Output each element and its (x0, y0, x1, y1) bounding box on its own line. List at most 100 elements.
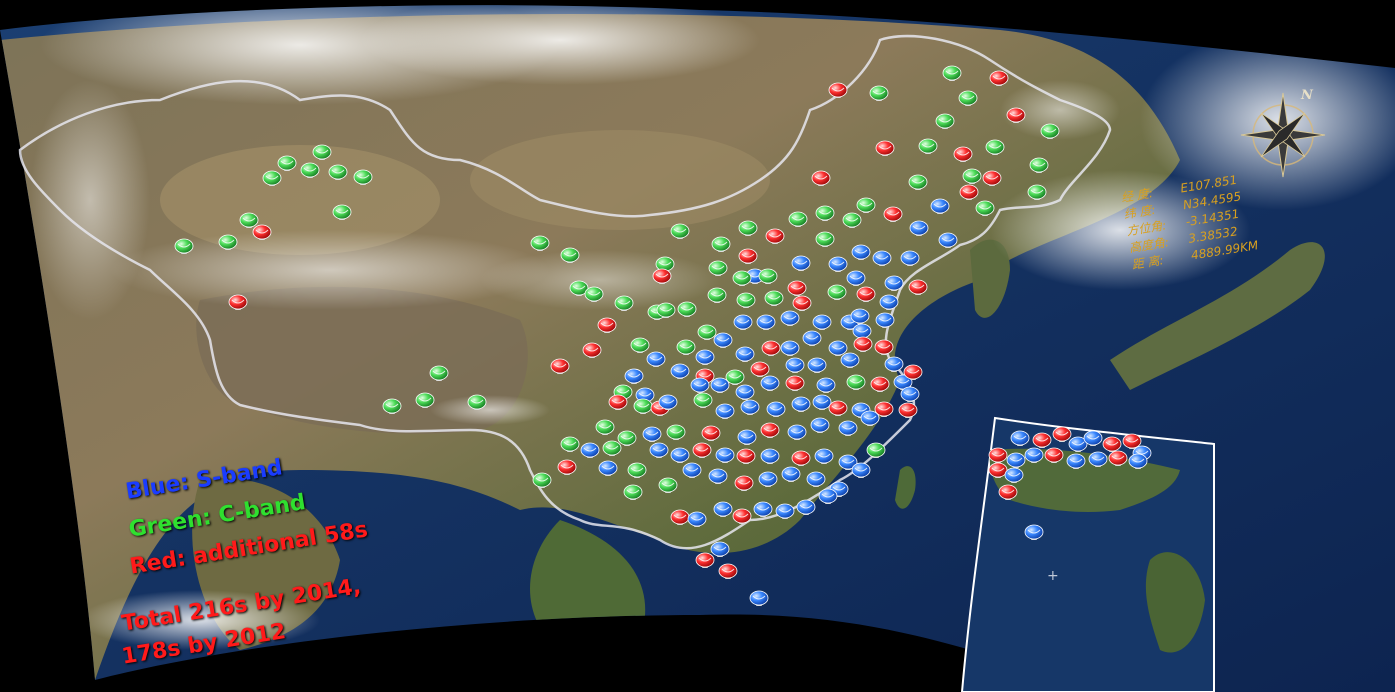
radar-dish-icon (697, 324, 717, 340)
radar-dish-icon (300, 162, 320, 178)
radar-dish-icon (874, 339, 894, 355)
radar-dish-icon (734, 475, 754, 491)
radar-dish-icon (252, 224, 272, 240)
radar-dish-icon (1040, 123, 1060, 139)
radar-dish-icon (707, 287, 727, 303)
radar-dish-icon (791, 396, 811, 412)
radar-dish-icon (938, 232, 958, 248)
radar-dish-icon (750, 361, 770, 377)
radar-dish-icon (262, 170, 282, 186)
radar-dish-icon (806, 471, 826, 487)
radar-dish-icon (713, 501, 733, 517)
china-border (18, 34, 1112, 550)
radar-dish-icon (677, 301, 697, 317)
radar-dish-icon (735, 384, 755, 400)
radar-dish-icon (850, 308, 870, 324)
radar-dish-icon (842, 212, 862, 228)
radar-dish-icon (988, 462, 1008, 478)
radar-dish-icon (930, 198, 950, 214)
radar-dish-icon (687, 511, 707, 527)
radar-dish-icon (736, 292, 756, 308)
radar-dish-icon (715, 403, 735, 419)
radar-sites (174, 65, 1152, 606)
radar-dish-icon (658, 477, 678, 493)
radar-dish-icon (710, 377, 730, 393)
radar-dish-icon (725, 369, 745, 385)
radar-dish-icon (838, 420, 858, 436)
radar-dish-icon (617, 430, 637, 446)
radar-dish-icon (953, 146, 973, 162)
radar-dish-icon (560, 436, 580, 452)
radar-dish-icon (866, 442, 886, 458)
radar-dish-icon (766, 401, 786, 417)
radar-dish-icon (649, 442, 669, 458)
radar-dish-icon (708, 468, 728, 484)
radar-dish-icon (900, 386, 920, 402)
radar-dish-icon (846, 374, 866, 390)
radar-dish-icon (828, 340, 848, 356)
radar-dish-icon (787, 424, 807, 440)
radar-dish-icon (560, 247, 580, 263)
radar-dish-icon (875, 140, 895, 156)
radar-dish-icon (758, 268, 778, 284)
radar-dish-icon (959, 184, 979, 200)
radar-dish-icon (710, 541, 730, 557)
radar-dish-icon (788, 211, 808, 227)
radar-dish-icon (802, 330, 822, 346)
radar-dish-icon (467, 394, 487, 410)
radar-dish-icon (277, 155, 297, 171)
radar-dish-icon (1068, 436, 1088, 452)
radar-dish-icon (828, 82, 848, 98)
radar-dish-icon (958, 90, 978, 106)
radar-dish-icon (1128, 453, 1148, 469)
radar-dish-icon (856, 197, 876, 213)
radar-dish-icon (879, 294, 899, 310)
radar-dish-icon (838, 454, 858, 470)
radar-dish-icon (840, 352, 860, 368)
radar-dish-icon (595, 419, 615, 435)
radar-dish-icon (787, 280, 807, 296)
radar-dish-icon (1044, 447, 1064, 463)
radar-dish-icon (690, 377, 710, 393)
radar-dish-icon (328, 164, 348, 180)
radar-dish-icon (828, 256, 848, 272)
radar-dish-icon (614, 295, 634, 311)
radar-dish-icon (761, 340, 781, 356)
radar-dish-icon (602, 440, 622, 456)
radar-dish-icon (584, 286, 604, 302)
radar-dish-icon (884, 275, 904, 291)
radar-dish-icon (218, 234, 238, 250)
radar-dish-icon (1027, 184, 1047, 200)
radar-dish-icon (749, 590, 769, 606)
radar-dish-icon (811, 170, 831, 186)
radar-dish-icon (623, 484, 643, 500)
radar-dish-icon (732, 508, 752, 524)
radar-dish-icon (332, 204, 352, 220)
radar-dish-icon (693, 392, 713, 408)
radar-dish-icon (760, 448, 780, 464)
compass-rose-icon: N (1240, 88, 1326, 178)
radar-dish-icon (692, 442, 712, 458)
radar-dish-icon (718, 563, 738, 579)
radar-dish-icon (780, 310, 800, 326)
radar-dish-icon (903, 364, 923, 380)
radar-dish-icon (851, 462, 871, 478)
radar-dish-icon (1024, 447, 1044, 463)
radar-dish-icon (569, 280, 589, 296)
radar-dish-icon (884, 356, 904, 372)
radar-dish-icon (828, 400, 848, 416)
radar-dish-icon (735, 346, 755, 362)
radar-dish-icon (1108, 450, 1128, 466)
radar-dish-icon (695, 349, 715, 365)
radar-dish-icon (753, 501, 773, 517)
radar-dish-icon (670, 447, 690, 463)
radar-dish-icon (1024, 524, 1044, 540)
radar-dish-icon (642, 426, 662, 442)
radar-dish-icon (740, 399, 760, 415)
radar-dish-icon (982, 170, 1002, 186)
radar-dish-icon (701, 425, 721, 441)
radar-dish-icon (962, 168, 982, 184)
radar-dish-icon (827, 284, 847, 300)
radar-dish-icon (656, 302, 676, 318)
radar-dish-icon (785, 375, 805, 391)
